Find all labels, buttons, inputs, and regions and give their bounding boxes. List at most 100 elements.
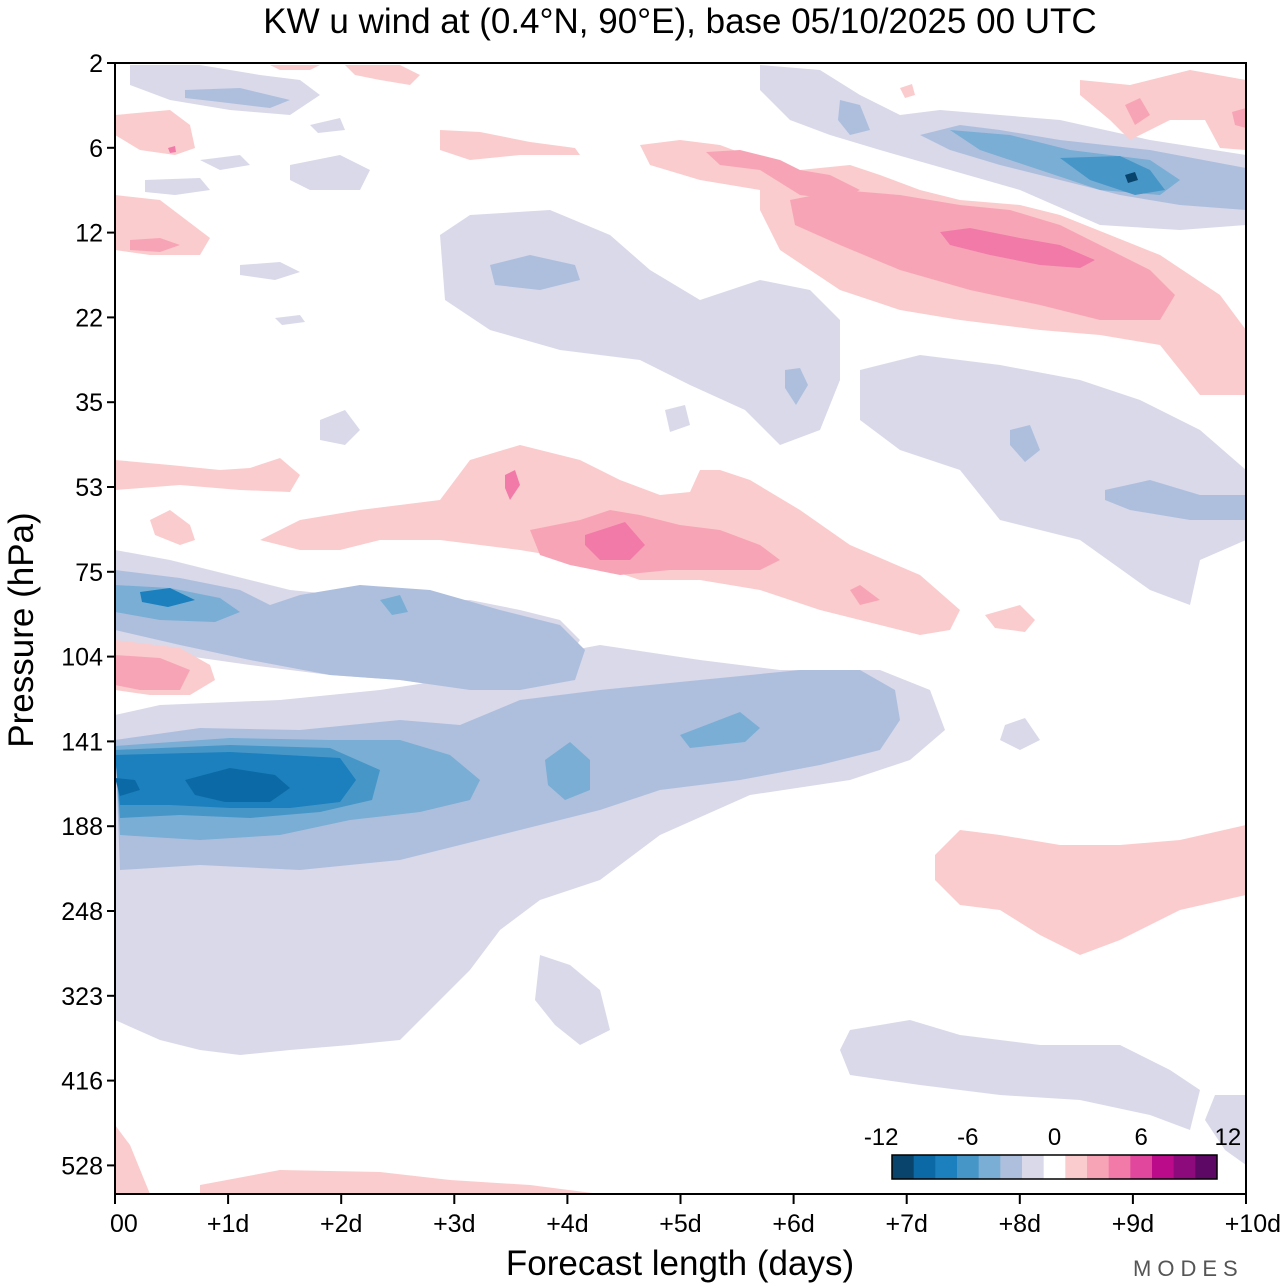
y-tick-label: 35	[75, 389, 103, 417]
colorbar-tick-label: 12	[1214, 1124, 1241, 1151]
contour-region-61	[850, 585, 880, 605]
x-tick-label: +1d	[207, 1210, 249, 1238]
contour-region-16	[200, 155, 250, 170]
y-tick-label: 528	[61, 1152, 103, 1180]
x-tick-label: +7d	[885, 1210, 927, 1238]
x-axis-label: Forecast length (days)	[506, 1244, 854, 1283]
contour-region-3	[860, 355, 1246, 605]
colorbar-swatch	[1022, 1155, 1045, 1179]
contour-region-56	[530, 510, 780, 575]
contour-region-47	[440, 130, 580, 160]
y-tick-label: 188	[61, 813, 103, 841]
contour-region-32	[380, 595, 408, 615]
contour-region-24	[785, 368, 808, 405]
chart-title-text: KW u wind at (0.4°N, 90°E), base 05/10/2…	[263, 2, 1096, 41]
contour-region-57	[706, 150, 860, 200]
contour-region-49	[150, 510, 195, 545]
x-tick-label: +9d	[1112, 1210, 1154, 1238]
colorbar-swatch	[1065, 1155, 1088, 1179]
contour-region-13	[290, 155, 370, 190]
colorbar-tick-label: 6	[1134, 1124, 1147, 1151]
contour-region-52	[115, 1125, 150, 1194]
colorbar-swatch	[913, 1155, 936, 1179]
y-tick-label: 104	[61, 644, 103, 672]
colorbar-tick-label: -12	[864, 1124, 899, 1151]
contour-field	[115, 65, 1246, 1194]
contour-region-64	[585, 522, 645, 560]
contour-region-51	[985, 605, 1035, 632]
colorbar: -12 -6 0 6 12	[864, 1124, 1241, 1180]
x-tick-label: +8d	[999, 1210, 1041, 1238]
colorbar-tick-label: 0	[1048, 1124, 1061, 1151]
contour-region-43	[935, 825, 1246, 955]
x-tick-label: +3d	[433, 1210, 475, 1238]
contour-region-6	[840, 1020, 1200, 1130]
x-tick-label: 00	[110, 1210, 138, 1238]
colorbar-swatch	[1043, 1155, 1066, 1179]
y-axis-label: Pressure (hPa)	[2, 512, 41, 747]
y-tick-label: 248	[61, 898, 103, 926]
modes-watermark: MODES	[1133, 1256, 1244, 1281]
colorbar-swatch	[1108, 1155, 1131, 1179]
contour-region-17	[275, 315, 305, 325]
x-axis: 00 +1d +2d +3d +4d +5d +6d +7d +8d +9d +10d	[110, 1194, 1280, 1238]
y-tick-label: 141	[61, 728, 103, 756]
contour-region-14	[1000, 718, 1040, 750]
colorbar-swatch	[1130, 1155, 1153, 1179]
contour-region-10	[665, 405, 690, 432]
x-tick-label: +4d	[546, 1210, 588, 1238]
contour-region-42	[115, 458, 300, 492]
contour-region-53	[200, 1170, 600, 1194]
contour-region-9	[320, 410, 360, 445]
contour-region-12	[240, 262, 300, 280]
x-tick-label: +5d	[659, 1210, 701, 1238]
contour-region-62	[1125, 98, 1150, 125]
contour-region-15	[310, 118, 345, 133]
colorbar-swatch	[1173, 1155, 1196, 1179]
contour-region-30	[680, 712, 760, 748]
contour-region-23	[1010, 425, 1040, 462]
contour-region-60	[130, 238, 180, 252]
contour-region-34	[1060, 156, 1165, 195]
contour-region-54	[900, 84, 915, 98]
contour-region-7	[1205, 1095, 1246, 1165]
contour-region-11	[145, 178, 210, 195]
colorbar-swatch	[1152, 1155, 1175, 1179]
contour-region-55	[270, 65, 320, 70]
x-tick-label: +10d	[1225, 1210, 1280, 1238]
contour-region-25	[185, 88, 290, 108]
colorbar-tick-label: -6	[957, 1124, 978, 1151]
y-tick-label: 416	[61, 1068, 103, 1096]
x-tick-label: +2d	[320, 1210, 362, 1238]
colorbar-swatch	[1195, 1155, 1218, 1179]
colorbar-swatch	[935, 1155, 958, 1179]
contour-region-37	[185, 768, 290, 802]
contour-region-39	[1125, 172, 1138, 183]
contour-region-38	[115, 778, 140, 796]
colorbar-swatch	[1087, 1155, 1110, 1179]
contour-region-48	[1080, 70, 1246, 150]
contour-region-66	[505, 470, 520, 500]
contour-region-67	[168, 146, 176, 153]
colorbar-swatch	[1000, 1155, 1023, 1179]
contour-region-58	[790, 190, 1175, 320]
y-tick-label: 53	[75, 474, 103, 502]
chart-title: KW u wind at (0.4°N, 90°E), base 05/10/2…	[263, 2, 1096, 41]
contour-region-36	[140, 588, 195, 607]
contour-region-65	[940, 228, 1095, 268]
contour-region-8	[535, 955, 610, 1045]
colorbar-swatch	[892, 1155, 915, 1179]
y-axis: 2 6 12 22 35 53 75 104 141 188 248 323 416 528	[61, 50, 115, 1180]
y-tick-label: 75	[75, 559, 103, 587]
y-tick-label: 2	[89, 50, 103, 78]
contour-region-22	[1105, 480, 1246, 520]
y-tick-label: 22	[75, 304, 103, 332]
contour-region-63	[1232, 108, 1246, 128]
contour-region-20	[490, 255, 580, 290]
contour-region-50	[345, 65, 420, 85]
colorbar-swatch	[957, 1155, 980, 1179]
contour-region-19	[115, 570, 585, 690]
y-tick-label: 12	[75, 220, 103, 248]
contour-region-29	[545, 742, 590, 800]
